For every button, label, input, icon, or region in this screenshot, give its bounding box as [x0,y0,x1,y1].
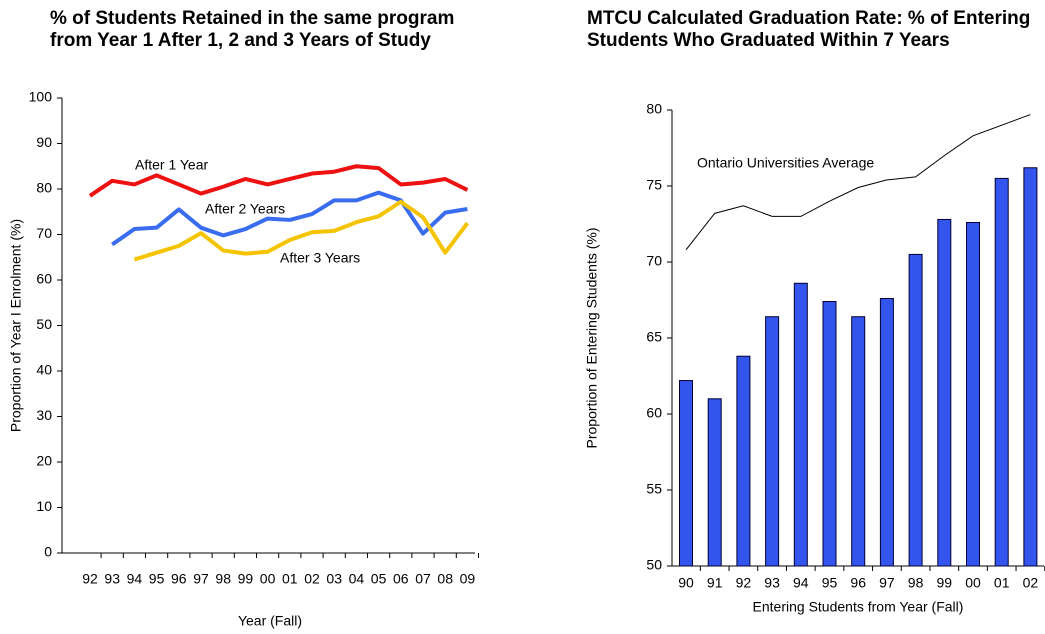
bar [765,316,780,567]
x-tick-label: 01 [282,571,298,587]
line-label: Ontario Universities Average [697,155,874,171]
series-label: After 2 Years [205,201,285,217]
x-tick-label: 97 [879,575,895,591]
x-tick-label: 03 [326,571,342,587]
x-tick-label: 98 [215,571,231,587]
x-axis-title: Entering Students from Year (Fall) [753,599,964,615]
bar [679,380,693,567]
y-axis-title: Proportion of Year I Enrolment (%) [8,219,24,432]
x-tick-label: 09 [460,571,476,587]
line [111,190,468,247]
x-tick-label: 01 [994,575,1010,591]
bar [908,253,923,567]
x-tick-label: 98 [908,575,924,591]
bar [707,398,722,567]
x-tick-label: 91 [707,575,723,591]
x-tick-label: 96 [171,571,187,587]
x-tick-label: 92 [736,575,752,591]
y-tick-label: 90 [36,134,52,150]
x-tick-label: 08 [437,571,453,587]
series-label: After 1 Year [135,157,209,173]
x-tick-label: 00 [965,575,981,591]
bar [879,297,894,567]
x-tick-label: 95 [149,571,165,587]
bar [736,355,751,567]
bar [851,316,866,567]
y-tick-label: 0 [44,544,52,560]
bar [793,282,808,567]
y-tick-label: 80 [646,101,662,117]
y-tick-label: 50 [36,316,52,332]
y-tick-label: 30 [36,407,52,423]
y-tick-label: 20 [36,453,52,469]
y-axis-title: Proportion of Entering Students (%) [584,227,600,448]
x-tick-label: 97 [193,571,209,587]
y-tick-label: 60 [36,271,52,287]
y-tick-label: 65 [646,329,662,345]
y-tick-label: 60 [646,405,662,421]
y-tick-label: 50 [646,557,662,573]
y-tick-label: 100 [29,89,53,105]
chart-title: MTCU Calculated Graduation Rate: % of En… [587,8,1031,51]
y-tick-label: 70 [646,253,662,269]
line [88,164,469,198]
line [133,199,469,262]
x-tick-label: 00 [260,571,276,587]
line [685,114,1031,251]
x-tick-label: 94 [127,571,143,587]
y-tick-label: 40 [36,362,52,378]
bar [966,221,980,567]
series-label: After 3 Years [280,250,360,266]
x-tick-label: 92 [82,571,98,587]
x-axis-title: Year (Fall) [238,613,302,629]
x-tick-label: 99 [937,575,953,591]
y-tick-label: 70 [36,225,52,241]
y-tick-label: 80 [36,180,52,196]
x-tick-label: 02 [1023,575,1039,591]
x-tick-label: 93 [764,575,780,591]
chart-title: % of Students Retained in the same progr… [50,8,455,51]
x-tick-label: 96 [850,575,866,591]
y-tick-label: 10 [36,498,52,514]
y-tick-label: 75 [646,177,662,193]
x-tick-label: 94 [793,575,809,591]
x-tick-label: 90 [678,575,694,591]
x-tick-label: 06 [393,571,409,587]
bar [822,301,837,567]
bar [937,218,952,567]
x-tick-label: 04 [349,571,365,587]
x-tick-label: 95 [822,575,838,591]
x-tick-label: 93 [104,571,120,587]
y-tick-label: 55 [646,481,662,497]
x-tick-label: 07 [415,571,431,587]
x-tick-label: 05 [371,571,387,587]
x-tick-label: 99 [238,571,254,587]
bar [994,177,1009,567]
x-tick-label: 02 [304,571,320,587]
bar [1023,167,1038,567]
